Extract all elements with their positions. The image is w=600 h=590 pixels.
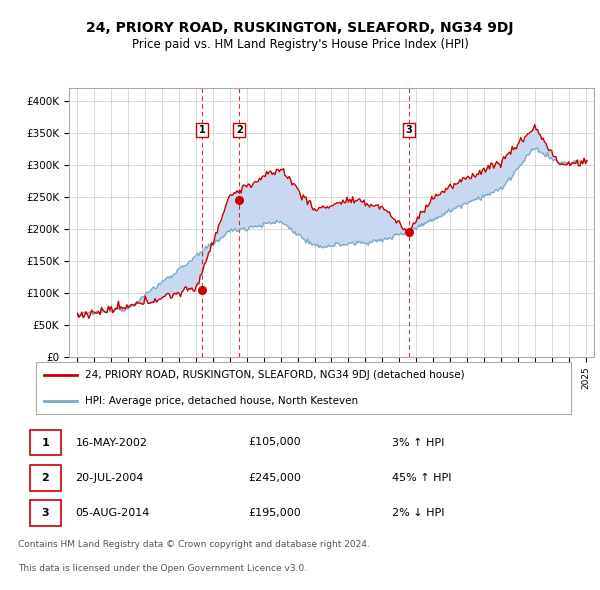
Text: £105,000: £105,000 xyxy=(248,438,301,447)
Text: £245,000: £245,000 xyxy=(248,473,301,483)
Text: HPI: Average price, detached house, North Kesteven: HPI: Average price, detached house, Nort… xyxy=(85,396,358,406)
FancyBboxPatch shape xyxy=(29,430,61,455)
Text: 2: 2 xyxy=(236,125,242,135)
Text: This data is licensed under the Open Government Licence v3.0.: This data is licensed under the Open Gov… xyxy=(18,564,307,573)
Text: £195,000: £195,000 xyxy=(248,509,301,518)
Text: 3: 3 xyxy=(406,125,413,135)
FancyBboxPatch shape xyxy=(29,500,61,526)
Text: Price paid vs. HM Land Registry's House Price Index (HPI): Price paid vs. HM Land Registry's House … xyxy=(131,38,469,51)
Text: 24, PRIORY ROAD, RUSKINGTON, SLEAFORD, NG34 9DJ: 24, PRIORY ROAD, RUSKINGTON, SLEAFORD, N… xyxy=(86,21,514,35)
Text: 1: 1 xyxy=(41,438,49,447)
Text: 3: 3 xyxy=(41,509,49,518)
Text: 1: 1 xyxy=(199,125,206,135)
Text: 24, PRIORY ROAD, RUSKINGTON, SLEAFORD, NG34 9DJ (detached house): 24, PRIORY ROAD, RUSKINGTON, SLEAFORD, N… xyxy=(85,370,465,380)
Text: 45% ↑ HPI: 45% ↑ HPI xyxy=(392,473,452,483)
FancyBboxPatch shape xyxy=(29,465,61,491)
Text: 2: 2 xyxy=(41,473,49,483)
Text: 3% ↑ HPI: 3% ↑ HPI xyxy=(392,438,445,447)
Text: 05-AUG-2014: 05-AUG-2014 xyxy=(76,509,150,518)
Text: Contains HM Land Registry data © Crown copyright and database right 2024.: Contains HM Land Registry data © Crown c… xyxy=(18,540,370,549)
Text: 2% ↓ HPI: 2% ↓ HPI xyxy=(392,509,445,518)
Text: 16-MAY-2002: 16-MAY-2002 xyxy=(76,438,148,447)
FancyBboxPatch shape xyxy=(35,362,571,414)
Text: 20-JUL-2004: 20-JUL-2004 xyxy=(76,473,144,483)
